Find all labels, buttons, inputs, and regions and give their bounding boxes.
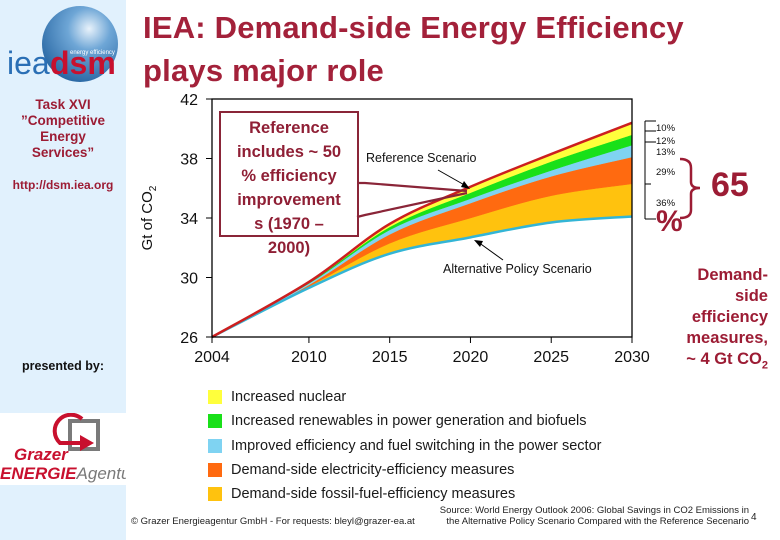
total-share-value: 65 [711,166,749,204]
logo-agentur-light-text: Agentur [76,464,126,483]
title-line-2: plays major role [143,53,384,88]
total-share-unit: % [656,205,683,238]
logo-sphere [42,6,118,82]
legend-swatch [208,463,222,478]
callout-line: s (1970 – [254,215,324,233]
y-axis-label: Gt of CO2 [139,185,159,250]
note-line: measures, [686,329,768,347]
grazer-logo: Grazer ENERGIEAgentur [0,412,137,485]
note-line: ~ 4 Gt CO2 [686,350,768,372]
alternative-arrow [477,241,504,261]
callout-text: Reference includes ~ 50 % efficiency imp… [215,116,363,260]
logo-arrowhead-icon [80,435,94,451]
task-url-link[interactable]: http://dsm.iea.org [12,178,114,192]
slide-title: IEA: Demand-side Energy Efficiency plays… [143,6,684,92]
x-tick-label: 2020 [453,349,489,366]
y-tick-label: 42 [180,92,198,109]
share-label: 36% [656,198,676,209]
note-line: side [734,287,768,305]
y-tick-label: 26 [180,330,198,347]
x-tick-label: 2015 [372,349,408,366]
y-tick-label: 38 [180,152,198,169]
footer-copyright: © Grazer Energieagentur GmbH - For reque… [131,516,415,527]
reference-scenario-label: Reference Scenario [366,151,477,165]
legend-label: Improved efficiency and fuel switching i… [231,437,602,454]
x-tick-label: 2025 [533,349,569,366]
task-line: Task XVI [35,97,91,112]
legend-item: Demand-side fossil-fuel-efficiency measu… [208,482,601,506]
callout-box [219,111,359,237]
page-number: 4 [751,512,757,523]
source-line: the Alternative Policy Scenario Compared… [446,516,749,527]
share-bracket: 10% 12% 13% 29% 36% [644,120,676,220]
x-ticks: 2004 2010 2015 2020 2025 2030 [194,337,650,366]
logo-tagline: energy efficiency [70,50,115,56]
alternative-arrowhead-icon [474,240,483,247]
reference-arrowhead-icon [461,181,470,189]
legend-label: Demand-side electricity-efficiency measu… [231,462,515,479]
chart-legend: Increased nuclear Increased renewables i… [208,385,601,506]
legend-label: Increased nuclear [231,389,347,406]
task-line: Energy [40,129,86,144]
y-tick-label: 30 [180,271,198,288]
reference-scenario-line [211,121,633,339]
logo-loop-arrow-icon [52,412,84,445]
footer-source: Source: World Energy Outlook 2006: Globa… [429,505,749,527]
callout-pointer-lower [356,191,468,219]
logo-dsm-text: dsm [50,45,116,81]
task-line: Services” [31,145,95,160]
share-label: 29% [656,167,676,178]
legend-swatch [208,487,222,502]
iea-dsm-logo: iea dsm energy efficiency [7,6,118,82]
share-label: 12% [656,136,676,147]
task-line: ”Competitive [20,113,105,128]
logo-iea-text: iea [7,45,50,81]
presented-by-label: presented by: [22,359,104,373]
alternative-scenario-line [211,215,633,339]
x-tick-label: 2004 [194,349,230,366]
legend-label: Demand-side fossil-fuel-efficiency measu… [231,486,516,503]
demand-side-note: Demand- side efficiency measures, ~ 4 Gt… [640,265,768,376]
share-label: 10% [656,123,676,134]
callout-line: includes ~ 50 [236,143,342,161]
logo-agentur-text: ENERGIEAgentur [0,464,126,483]
task-title: Task XVI ”Competitive Energy Services” [0,97,126,161]
logo-energie-text: ENERGIE [0,464,77,483]
legend-item: Increased renewables in power generation… [208,409,601,433]
logo-grazer-text: Grazer [14,445,69,464]
share-label: 13% [656,147,676,158]
legend-item: Improved efficiency and fuel switching i… [208,434,601,458]
callout-line: % efficiency [241,167,337,185]
legend-swatch [208,390,222,405]
y-tick-label: 34 [180,211,198,228]
callout-pointer-upper [357,181,468,193]
legend-label: Increased renewables in power generation… [231,413,587,430]
legend-item: Demand-side electricity-efficiency measu… [208,458,601,482]
logo-square-icon [68,419,100,451]
callout-line: improvement [237,191,341,209]
note-line: Demand- [697,266,768,284]
legend-swatch [208,438,222,453]
x-tick-label: 2010 [291,349,327,366]
legend-item: Increased nuclear [208,385,601,409]
y-ticks: 26 30 34 38 42 [180,92,212,347]
source-line: Source: World Energy Outlook 2006: Globa… [439,505,749,516]
note-line: efficiency [691,308,768,326]
alternative-scenario-label: Alternative Policy Scenario [443,262,592,276]
x-tick-label: 2030 [614,349,650,366]
callout-line: Reference [249,119,329,137]
legend-swatch [208,414,222,429]
curly-brace-icon [679,157,701,220]
chart-lines [211,121,633,339]
callout-line: 2000) [267,239,311,257]
title-line-1: IEA: Demand-side Energy Efficiency [143,10,684,45]
